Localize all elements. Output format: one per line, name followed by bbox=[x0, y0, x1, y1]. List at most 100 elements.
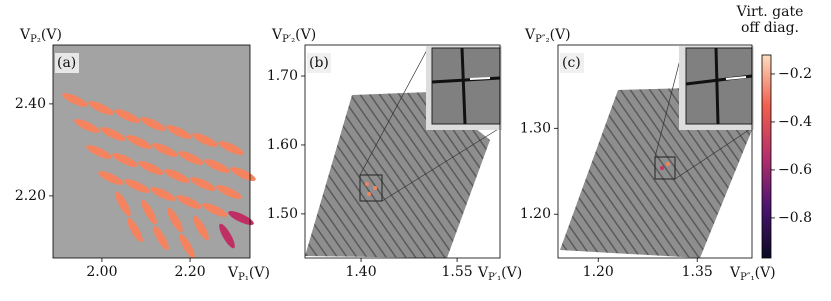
x-axis-label: VP″₁(V) bbox=[729, 265, 776, 283]
zoom-line bbox=[674, 127, 753, 180]
feature bbox=[112, 153, 138, 167]
x-axis-label-subscript: P″₁ bbox=[740, 272, 754, 283]
y-axis-label-subscript: P″₂ bbox=[535, 34, 549, 45]
feature bbox=[365, 182, 369, 186]
feature bbox=[367, 192, 371, 196]
colorbar-tick-label: −0.8 bbox=[778, 210, 812, 226]
y-axis-label: VP₂(V) bbox=[19, 27, 62, 45]
feature bbox=[176, 195, 202, 209]
y-axis-label-symbol: V bbox=[524, 27, 536, 43]
zoom-line bbox=[654, 47, 684, 158]
zoom-line bbox=[359, 47, 429, 176]
colorbar-tick-label: −0.6 bbox=[778, 162, 812, 178]
feature bbox=[190, 177, 216, 191]
feature bbox=[141, 199, 157, 225]
feature bbox=[153, 225, 169, 251]
y-tick-label: 1.60 bbox=[267, 137, 298, 153]
feature bbox=[202, 203, 228, 217]
panel-label-box bbox=[307, 53, 331, 73]
x-axis-label-unit: (V) bbox=[501, 265, 522, 281]
y-axis-label-subscript: P₂ bbox=[30, 34, 41, 45]
feature bbox=[140, 117, 166, 131]
feature bbox=[216, 185, 242, 199]
map-region bbox=[560, 88, 752, 258]
y-tick-label: 1.50 bbox=[267, 206, 298, 222]
feature bbox=[138, 161, 164, 175]
feature bbox=[166, 125, 192, 139]
x-axis-label-symbol: V bbox=[477, 265, 489, 281]
x-axis-label-subscript: P₁ bbox=[238, 272, 249, 283]
feature bbox=[127, 217, 143, 243]
feature bbox=[98, 171, 124, 185]
panel-label-box bbox=[55, 53, 79, 73]
feature bbox=[62, 93, 88, 107]
x-axis-label-symbol: V bbox=[227, 265, 239, 281]
x-tick-label: 1.40 bbox=[345, 264, 376, 280]
y-axis-label-unit: (V) bbox=[295, 27, 316, 43]
panel-label: (b) bbox=[309, 55, 329, 71]
y-axis-label-symbol: V bbox=[271, 27, 283, 43]
feature bbox=[124, 179, 150, 193]
feature bbox=[114, 109, 140, 123]
y-tick-label: 1.20 bbox=[520, 206, 551, 222]
x-axis-label-unit: (V) bbox=[755, 265, 776, 281]
x-tick-label: 2.20 bbox=[174, 264, 205, 280]
inset-feature bbox=[469, 77, 491, 80]
panel-label: (c) bbox=[562, 55, 581, 71]
feature bbox=[88, 101, 114, 115]
zoom-box bbox=[654, 156, 676, 180]
feature bbox=[178, 151, 204, 165]
feature bbox=[100, 127, 126, 141]
feature bbox=[219, 223, 235, 249]
y-tick-label: 1.70 bbox=[267, 68, 298, 84]
feature bbox=[179, 233, 195, 259]
colorbar bbox=[761, 54, 772, 259]
x-axis-label-symbol: V bbox=[729, 265, 741, 281]
inset-feature bbox=[725, 76, 747, 80]
axes-frame bbox=[52, 44, 251, 259]
panel-label: (a) bbox=[57, 55, 76, 71]
feature bbox=[86, 145, 112, 159]
x-axis-label-unit: (V) bbox=[249, 265, 270, 281]
y-tick-label: 2.20 bbox=[15, 188, 46, 204]
y-axis-label: VP″₂(V) bbox=[524, 27, 571, 45]
feature-layer bbox=[62, 93, 256, 259]
feature bbox=[150, 187, 176, 201]
x-axis-label: VP₁(V) bbox=[227, 265, 270, 283]
zoom-box bbox=[359, 174, 383, 202]
inset-feature bbox=[714, 47, 720, 125]
feature bbox=[218, 141, 244, 155]
zoom-line bbox=[381, 127, 501, 202]
y-axis-label-unit: (V) bbox=[550, 27, 571, 43]
axes-frame bbox=[304, 44, 501, 259]
x-tick-label: 1.35 bbox=[682, 264, 713, 280]
feature bbox=[167, 207, 183, 233]
feature bbox=[666, 162, 670, 166]
feature bbox=[230, 167, 256, 181]
axes-frame bbox=[557, 44, 753, 259]
feature bbox=[204, 159, 230, 173]
y-tick-label: 2.40 bbox=[15, 96, 46, 112]
feature bbox=[193, 215, 209, 241]
map-region bbox=[305, 92, 490, 258]
colorbar-title: off diag. bbox=[741, 20, 799, 36]
feature bbox=[74, 119, 100, 133]
colorbar-tick-label: −0.2 bbox=[778, 66, 812, 82]
x-tick-label: 2.00 bbox=[86, 264, 117, 280]
feature bbox=[228, 211, 254, 225]
feature bbox=[660, 166, 664, 170]
feature bbox=[126, 135, 152, 149]
x-tick-label: 1.20 bbox=[583, 264, 614, 280]
feature bbox=[152, 143, 178, 157]
map-background bbox=[53, 45, 250, 258]
feature bbox=[115, 191, 131, 217]
y-axis-label-unit: (V) bbox=[41, 27, 62, 43]
colorbar-tick-label: −0.4 bbox=[778, 114, 812, 130]
feature bbox=[373, 186, 377, 190]
x-tick-label: 1.55 bbox=[442, 264, 473, 280]
x-axis-label: VP′₁(V) bbox=[477, 265, 522, 283]
feature bbox=[164, 169, 190, 183]
x-axis-label-subscript: P′₁ bbox=[488, 272, 501, 283]
panel-label-box bbox=[560, 53, 584, 73]
